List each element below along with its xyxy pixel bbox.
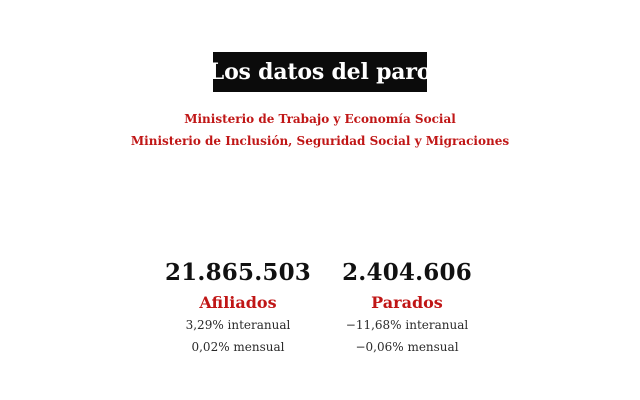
parados-mensual: −0,06% mensual — [355, 340, 459, 354]
source-ministry-trabajo: Ministerio de Trabajo y Economía Social — [184, 112, 456, 126]
source-ministry-inclusion: Ministerio de Inclusión, Seguridad Socia… — [130, 134, 510, 148]
stat-parados: 2.404.606 Parados −11,68% interanual −0,… — [307, 259, 507, 358]
parados-value: 2.404.606 — [342, 259, 472, 286]
afiliados-interanual: 3,29% interanual — [185, 318, 291, 332]
afiliados-mensual: 0,02% mensual — [191, 340, 285, 354]
page-title: Los datos del paro — [208, 59, 432, 85]
afiliados-label: Afiliados — [199, 293, 277, 312]
parados-interanual: −11,68% interanual — [345, 318, 469, 332]
afiliados-value: 21.865.503 — [164, 259, 312, 286]
title-banner: Los datos del paro — [209, 52, 431, 92]
parados-label: Parados — [371, 293, 443, 312]
stat-afiliados: 21.865.503 Afiliados 3,29% interanual 0,… — [138, 259, 338, 358]
